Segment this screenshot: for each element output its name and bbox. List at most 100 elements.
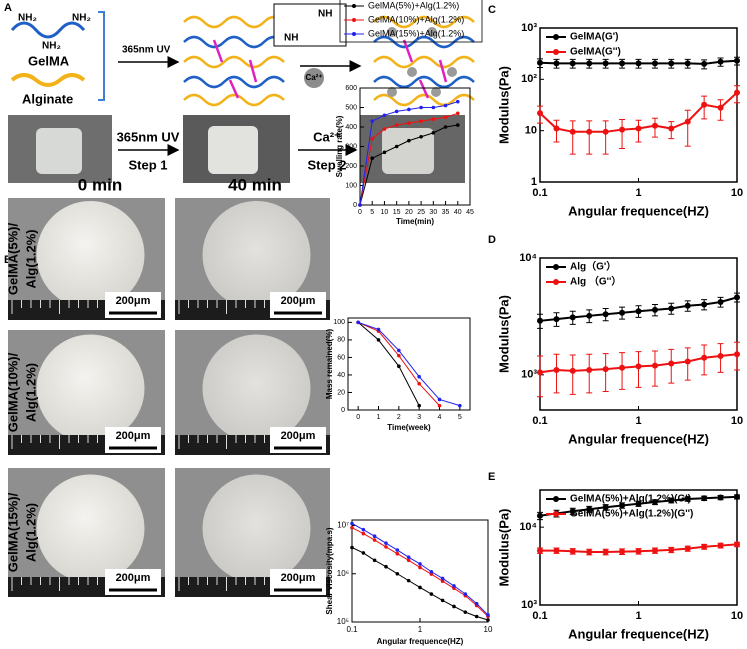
- x-axis-label: Time(min): [396, 217, 434, 226]
- data-point: [370, 156, 375, 160]
- data-point: [651, 499, 658, 506]
- data-point: [717, 352, 724, 359]
- data-point: [701, 60, 708, 67]
- data-point: [397, 353, 401, 358]
- y-axis-label: Modulus(Pa): [496, 295, 511, 373]
- gelma-label: GelMA: [28, 53, 70, 68]
- data-point: [619, 548, 626, 555]
- error-bar: [602, 120, 609, 155]
- y-tick-label: 10²: [521, 73, 537, 85]
- data-point: [407, 138, 411, 143]
- y-tick-label: 40: [337, 372, 345, 379]
- data-point: [382, 127, 387, 131]
- data-point: [668, 125, 675, 132]
- x-tick-label: 10: [731, 610, 743, 622]
- data-point: [586, 312, 593, 319]
- data-point: [455, 111, 460, 116]
- error-bar: [635, 351, 642, 388]
- x-tick-label: 25: [417, 209, 425, 216]
- data-point: [463, 592, 468, 596]
- legend-marker: [352, 32, 356, 36]
- x-tick-label: 10: [484, 625, 493, 634]
- y-tick-label: 0: [353, 202, 357, 209]
- step-bottom: Step 2: [307, 157, 346, 172]
- data-point: [358, 203, 362, 207]
- data-point: [619, 60, 626, 67]
- data-point: [569, 128, 576, 135]
- nh-label: NH: [318, 9, 332, 20]
- x-tick-label: 10: [731, 187, 743, 199]
- data-point: [418, 585, 422, 590]
- x-tick-label: 4: [438, 414, 442, 421]
- row-label: GelMA(10%)/: [5, 352, 20, 432]
- x-tick-label: 0.1: [532, 187, 547, 199]
- data-point: [701, 301, 708, 308]
- data-point: [635, 60, 642, 67]
- data-point: [668, 305, 675, 312]
- panel-label: E: [488, 471, 495, 483]
- data-point: [569, 314, 576, 321]
- data-point: [717, 494, 724, 501]
- step-top: Ca²⁺: [313, 129, 341, 144]
- series-line: [351, 527, 489, 617]
- hydrogel-disc: [36, 201, 145, 309]
- data-point: [443, 115, 448, 120]
- y-tick-label: 10³: [521, 22, 537, 34]
- data-point: [417, 374, 421, 379]
- data-point: [569, 508, 576, 515]
- data-point: [486, 618, 490, 622]
- x-axis-label: Angular frequence(HZ): [568, 626, 709, 641]
- series-line: [357, 321, 440, 406]
- data-point: [537, 317, 543, 324]
- series-line: [358, 321, 460, 407]
- data-point: [455, 99, 460, 104]
- data-point: [586, 128, 593, 135]
- data-point: [553, 366, 560, 373]
- ca-label: Ca²⁺: [305, 73, 322, 82]
- x-tick-label: 45: [466, 209, 474, 216]
- legend-marker: [352, 4, 356, 8]
- legend-label: GelMA(G''): [570, 47, 621, 58]
- y-axis-label: Shear viscosity(mpa.s): [325, 527, 334, 614]
- data-point: [569, 60, 576, 67]
- data-point: [406, 578, 411, 583]
- data-point: [350, 545, 354, 550]
- data-point: [440, 579, 445, 584]
- data-point: [684, 495, 691, 502]
- x-tick-label: 10: [731, 415, 743, 427]
- row-label: Alg(1.2%): [23, 229, 38, 288]
- y-tick-label: 0: [341, 407, 345, 414]
- data-point: [452, 604, 456, 609]
- data-point: [437, 397, 442, 402]
- column-label: 40 min: [228, 175, 282, 194]
- data-point: [397, 348, 401, 353]
- y-axis-label: Modulus(Pa): [496, 509, 511, 587]
- data-point: [474, 614, 479, 619]
- data-point: [384, 564, 388, 569]
- legend-label: GelMA(5%)+Alg(1.2%): [368, 0, 459, 10]
- x-tick-label: 5: [370, 209, 374, 216]
- x-axis-label: Angular frequence(HZ): [377, 637, 464, 646]
- data-point: [668, 546, 675, 553]
- data-point: [701, 101, 708, 108]
- data-point: [569, 548, 576, 555]
- error-bar: [684, 109, 691, 147]
- legend-marker: [553, 49, 559, 55]
- data-point: [602, 128, 609, 135]
- data-point: [651, 306, 658, 313]
- data-point: [668, 60, 675, 67]
- legend-frame: [339, 0, 483, 43]
- x-tick-label: 2: [397, 414, 401, 421]
- data-point: [569, 367, 576, 374]
- x-tick-label: 15: [393, 209, 401, 216]
- nh2-label: NH₂: [18, 13, 37, 24]
- data-point: [455, 123, 460, 127]
- row-label: Alg(1.2%): [23, 363, 38, 422]
- x-tick-label: 0.1: [346, 625, 358, 634]
- data-point: [372, 558, 377, 563]
- data-point: [406, 558, 411, 563]
- data-point: [437, 403, 442, 408]
- data-point: [419, 134, 423, 139]
- panel-label: C: [488, 4, 496, 16]
